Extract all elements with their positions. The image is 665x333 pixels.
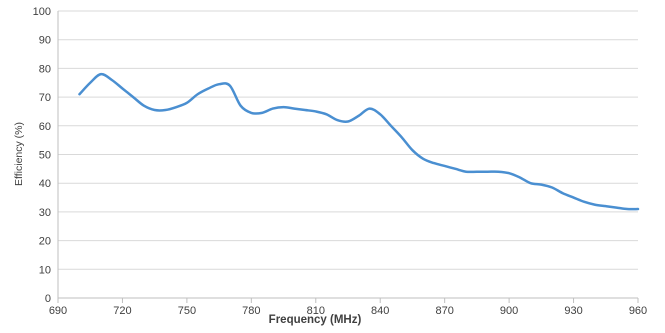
y-tick-label: 20 [39, 236, 51, 248]
x-tick-label: 870 [435, 305, 453, 317]
x-tick-label: 810 [307, 305, 325, 317]
x-tick-label: 750 [178, 305, 196, 317]
x-tick-label: 840 [371, 305, 389, 317]
y-tick-label: 40 [39, 178, 51, 190]
x-tick-label: 690 [49, 305, 67, 317]
x-tick-label: 720 [113, 305, 131, 317]
gridlines [58, 10, 638, 270]
y-tick-label: 100 [33, 6, 51, 18]
y-tick-label: 30 [39, 207, 51, 219]
y-tick-label: 90 [39, 35, 51, 47]
efficiency-series-line [78, 72, 640, 211]
x-tick-labels: 690 720 750 780 810 840 870 900 930 960 [49, 298, 647, 317]
y-tick-label: 60 [39, 121, 51, 133]
y-tick-label: 50 [39, 150, 51, 162]
y-tick-labels: 0 10 20 30 40 50 60 70 80 90 100 [33, 6, 51, 305]
x-axis-title: Frequency (MHz) [269, 314, 362, 326]
y-tick-label: 80 [39, 63, 51, 75]
axes [57, 11, 638, 299]
series-lines [78, 72, 640, 211]
y-tick-label: 70 [39, 92, 51, 104]
x-tick-label: 960 [629, 305, 647, 317]
y-tick-label: 10 [39, 264, 51, 276]
x-tick-label: 900 [500, 305, 518, 317]
x-tick-label: 930 [564, 305, 582, 317]
x-tick-label: 780 [242, 305, 260, 317]
y-axis-title: Efficiency (%) [13, 122, 25, 186]
y-tick-label: 0 [45, 293, 51, 305]
